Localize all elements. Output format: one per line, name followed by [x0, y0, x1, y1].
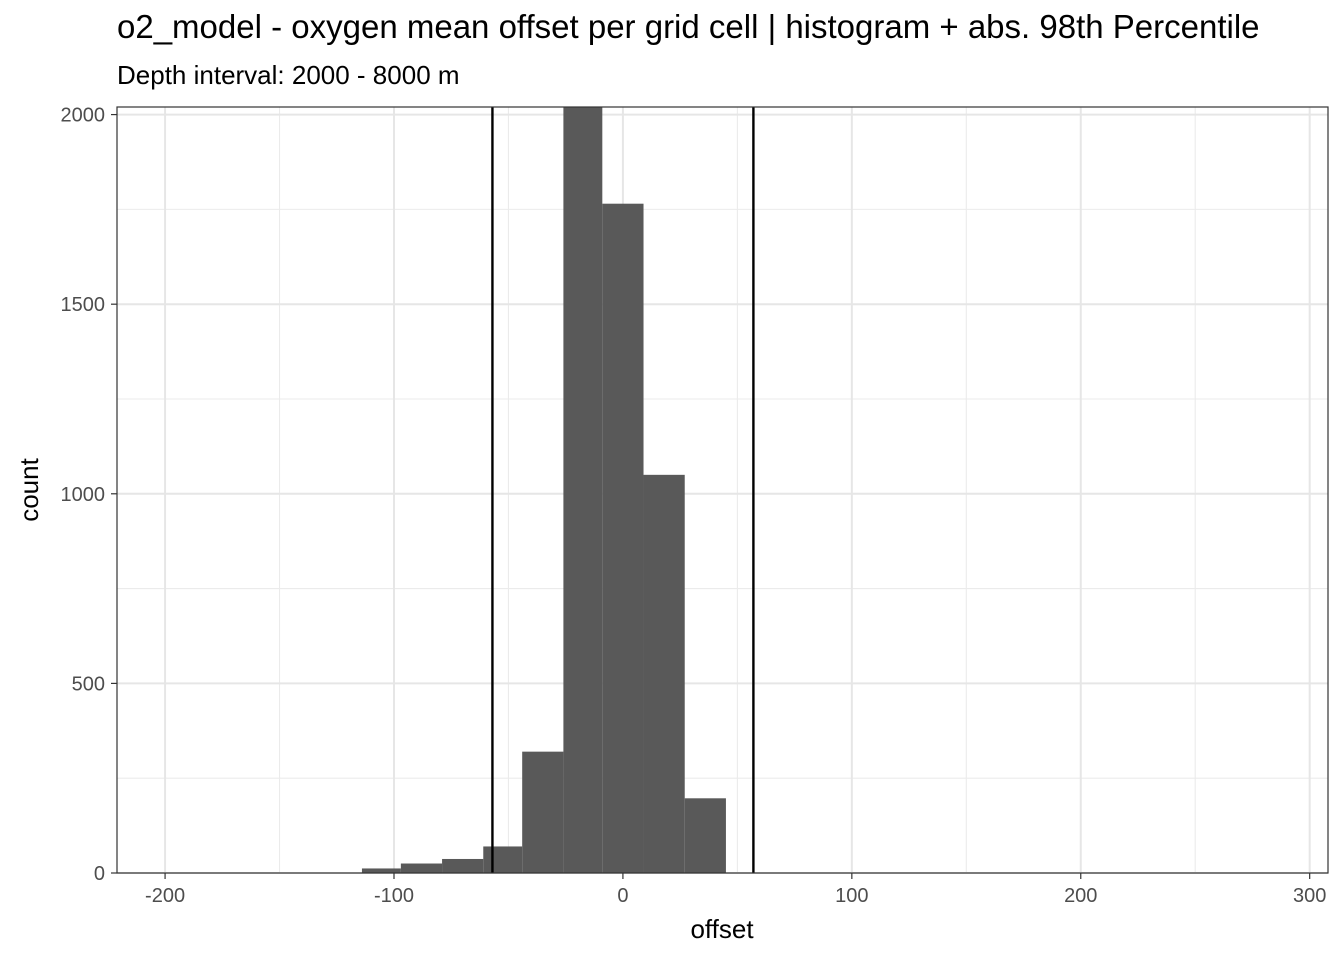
histogram-bar [442, 858, 484, 873]
x-tick-label: -200 [145, 885, 185, 907]
histogram-bar [643, 474, 685, 873]
y-tick-label: 0 [94, 863, 105, 885]
histogram-bar [483, 846, 523, 873]
y-tick-label: 500 [72, 673, 105, 695]
major-gridlines [117, 107, 1328, 874]
y-axis-title: count [14, 457, 44, 521]
y-tick-label: 1500 [61, 294, 106, 316]
percentile-lines [491, 107, 755, 873]
histogram-bar [361, 868, 401, 873]
x-tick-label: 300 [1293, 885, 1326, 907]
y-tick-label: 2000 [61, 105, 106, 127]
histogram-bar [563, 107, 603, 873]
histogram-bar [684, 798, 726, 873]
x-tick-label: 200 [1064, 885, 1097, 907]
histogram-bars [361, 107, 726, 874]
x-tick-label: 0 [617, 885, 628, 907]
chart-title: o2_model - oxygen mean offset per grid c… [117, 8, 1260, 45]
chart-subtitle: Depth interval: 2000 - 8000 m [117, 60, 460, 90]
histogram-bar [400, 863, 443, 873]
histogram-bar [602, 203, 644, 874]
axis-ticks: -200 -100 0 100 200 300 0 500 1000 1500 2000 [61, 105, 1327, 907]
y-tick-label: 1000 [61, 484, 106, 506]
x-tick-label: 100 [835, 885, 868, 907]
minor-gridlines [117, 107, 1328, 873]
histogram-bar [522, 751, 564, 873]
x-tick-label: -100 [374, 885, 414, 907]
x-axis-title: offset [690, 914, 754, 944]
panel-border [116, 106, 1329, 874]
